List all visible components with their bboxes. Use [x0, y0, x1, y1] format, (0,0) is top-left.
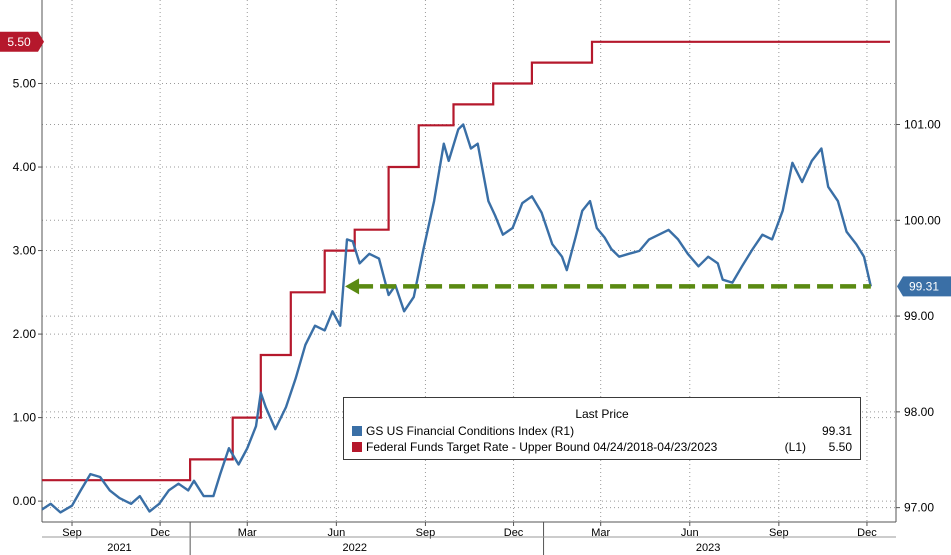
- x-tick-label: Jun: [327, 527, 345, 539]
- right-tick-label: 99.00: [904, 309, 934, 323]
- x-tick-label: Sep: [416, 527, 436, 539]
- x-tick-label: Dec: [857, 527, 877, 539]
- legend-label-fci: GS US Financial Conditions Index (R1): [366, 424, 575, 438]
- legend-swatch-fed: [352, 442, 362, 452]
- x-tick-label: Sep: [62, 527, 82, 539]
- series-fed-funds-line: [42, 40, 890, 482]
- legend-row-fci: GS US Financial Conditions Index (R1) 99…: [352, 423, 852, 439]
- x-tick-label: Jun: [681, 527, 699, 539]
- right-tick-label: 98.00: [904, 405, 934, 419]
- legend-swatch-fci: [352, 426, 362, 436]
- left-tick-label: 5.00: [13, 77, 37, 91]
- left-tick-label: 4.00: [13, 160, 37, 174]
- reference-arrow: [345, 278, 360, 295]
- legend-tag-fed: (L1): [784, 440, 806, 454]
- left-tick-label: 0.00: [13, 494, 37, 508]
- x-tick-label: Sep: [769, 527, 789, 539]
- x-tick-label: Dec: [150, 527, 170, 539]
- legend-header: Last Price: [575, 407, 629, 421]
- left-last-price-text: 5.50: [7, 35, 31, 49]
- legend-value-fci: 99.31: [821, 424, 852, 438]
- x-year-label: 2023: [696, 542, 720, 554]
- left-axis: 0.00 1.00 2.00 3.00 4.00 5.00: [13, 0, 43, 522]
- x-year-label: 2021: [107, 542, 131, 554]
- left-tick-label: 3.00: [13, 244, 37, 258]
- grid: [42, 0, 896, 522]
- x-tick-label: Mar: [238, 527, 257, 539]
- x-tick-label: Mar: [591, 527, 610, 539]
- right-last-price-tag: [897, 276, 951, 297]
- series-layer: [41, 40, 890, 514]
- legend: Last Price GS US Financial Conditions In…: [343, 397, 861, 460]
- right-last-price-text: 99.31: [909, 279, 939, 293]
- right-tick-label: 97.00: [904, 501, 934, 515]
- legend-label-fed: Federal Funds Target Rate - Upper Bound …: [366, 440, 718, 454]
- right-tick-label: 101.00: [904, 118, 941, 132]
- right-axis: 97.00 98.00 99.00 100.00 101.00: [895, 0, 941, 522]
- right-tick-label: 100.00: [904, 213, 941, 227]
- last-price-tags: 5.50 99.31: [0, 31, 951, 297]
- x-axis: Sep Dec Mar Jun Sep Dec Mar Jun Sep Dec 2021 2022 20…: [42, 521, 896, 555]
- x-year-label: 2022: [343, 542, 367, 554]
- left-tick-label: 1.00: [13, 411, 37, 425]
- left-tick-label: 2.00: [13, 327, 37, 341]
- legend-value-fed: 5.50: [828, 440, 852, 454]
- series-gs-fci-line: [41, 123, 872, 514]
- legend-row-fed: Federal Funds Target Rate - Upper Bound …: [352, 439, 852, 455]
- left-last-price-tag: [0, 31, 44, 52]
- x-tick-label: Dec: [504, 527, 524, 539]
